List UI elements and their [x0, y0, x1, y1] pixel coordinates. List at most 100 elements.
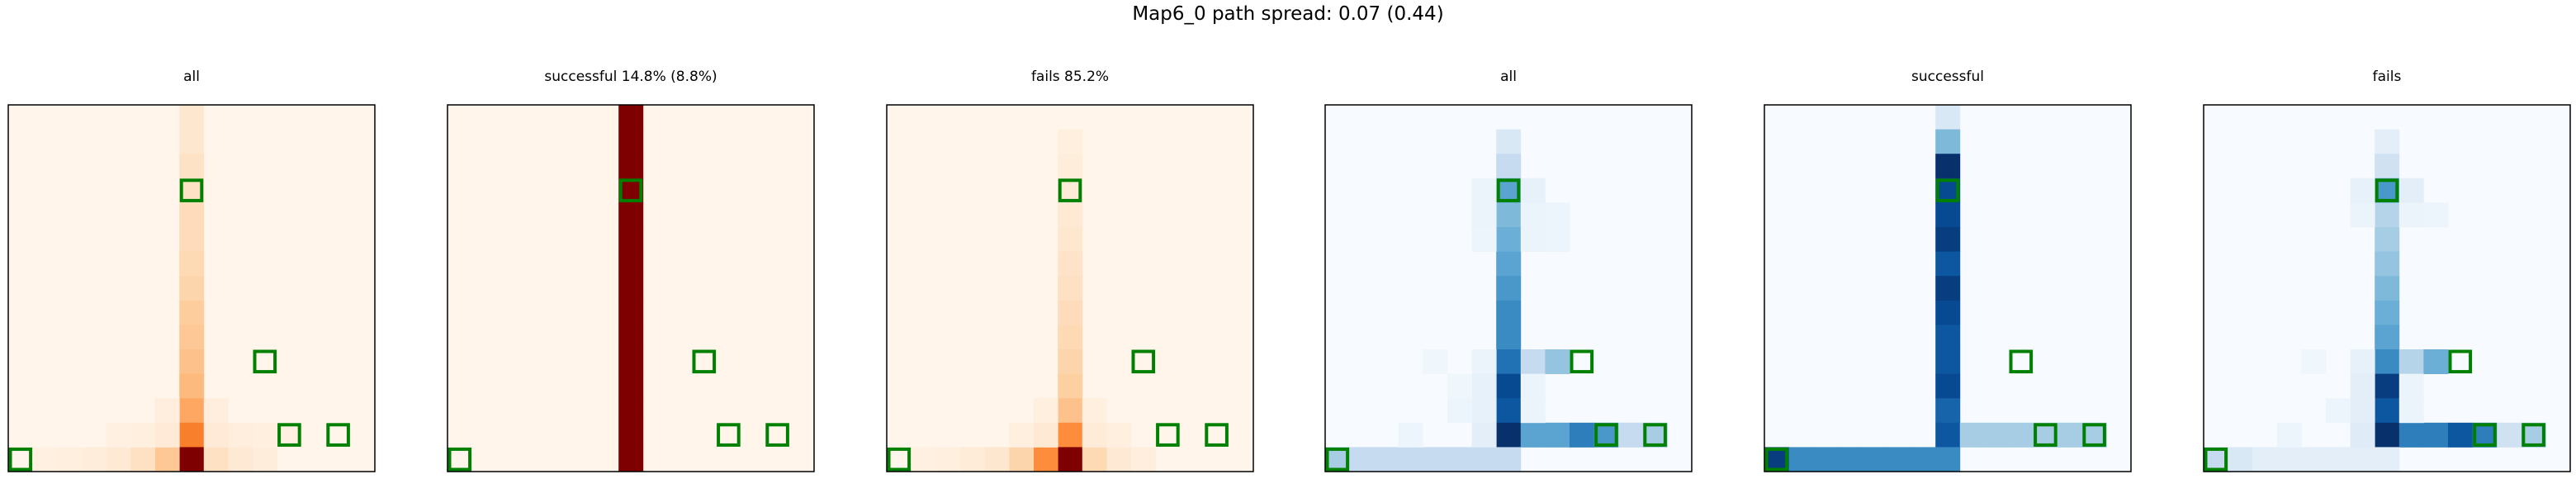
- heatmap-cell: [2398, 398, 2424, 424]
- heatmap-cell: [2375, 276, 2400, 301]
- heatmap-cell: [618, 398, 644, 424]
- heatmap-cell: [203, 447, 229, 472]
- heatmap-cell: [1935, 129, 1961, 154]
- heatmap-cell: [984, 447, 1010, 472]
- heatmap-cell: [32, 447, 58, 472]
- goal-marker: [1131, 349, 1156, 374]
- panel-title: fails: [2373, 69, 2402, 85]
- heatmap-cell: [1058, 373, 1083, 399]
- goal-marker: [717, 423, 741, 447]
- heatmap-cell: [1471, 373, 1497, 399]
- heatmap-cell: [179, 325, 205, 350]
- heatmap-cell: [1935, 105, 1961, 130]
- goal-marker: [618, 178, 643, 202]
- goal-marker: [2448, 349, 2473, 374]
- heatmap-cell: [1618, 422, 1644, 448]
- heatmap-cell: [179, 178, 205, 203]
- heatmap-cell: [154, 447, 180, 472]
- heatmap-cell: [618, 325, 644, 350]
- heatmap-cell: [1545, 349, 1570, 374]
- heatmap-cell: [1862, 447, 1887, 472]
- heatmap-cell: [1058, 154, 1083, 179]
- heatmap-cell: [618, 251, 644, 277]
- heatmap-cell: [2375, 373, 2400, 399]
- heatmap-cell: [2375, 154, 2400, 179]
- heatmap-panel: successful 14.8% (8.8%): [447, 69, 815, 472]
- heatmap-cell: [618, 276, 644, 301]
- heatmap-cell: [1058, 227, 1083, 252]
- goal-marker: [8, 447, 33, 472]
- heatmap-cell: [1471, 349, 1497, 374]
- heatmap-cell: [2398, 202, 2424, 228]
- heatmap-cell: [2375, 202, 2400, 228]
- heatmap-cell: [1058, 349, 1083, 374]
- heatmap-cell: [1935, 202, 1961, 228]
- heatmap-cell: [179, 398, 205, 424]
- heatmap-cell: [2375, 325, 2400, 350]
- heatmap-cell: [618, 105, 644, 130]
- goal-marker: [692, 349, 717, 374]
- heatmap-cell: [179, 349, 205, 374]
- heatmap-cell: [2423, 349, 2449, 374]
- heatmap-cell: [2350, 398, 2375, 424]
- heatmap-cell: [1545, 227, 1570, 252]
- heatmap-cell: [935, 447, 961, 472]
- heatmap-cell: [618, 129, 644, 154]
- heatmap-cell: [1058, 129, 1083, 154]
- heatmap-cell: [1009, 447, 1034, 472]
- heatmap-cell: [1471, 422, 1497, 448]
- goal-marker: [765, 423, 789, 447]
- heatmap-cell: [1058, 422, 1083, 448]
- panel-frame: [886, 104, 1254, 472]
- heatmap-cell: [1496, 349, 1522, 374]
- heatmap-cell: [1984, 422, 2010, 448]
- heatmap-cell: [1911, 447, 1936, 472]
- heatmap-cell: [2375, 251, 2400, 277]
- heatmap-cell: [179, 276, 205, 301]
- heatmap-cell: [1471, 178, 1497, 203]
- heatmap-cell: [1935, 398, 1961, 424]
- heatmap-cell: [1520, 349, 1546, 374]
- heatmap-cell: [1374, 447, 1399, 472]
- heatmap-cell: [1058, 251, 1083, 277]
- heatmap-cell: [1496, 422, 1522, 448]
- panel-title: all: [183, 69, 200, 85]
- heatmap-cell: [1398, 422, 1423, 448]
- heatmap-cell: [2375, 227, 2400, 252]
- heatmap-cell: [1935, 276, 1961, 301]
- heatmap-cell: [179, 154, 205, 179]
- heatmap-cell: [1033, 422, 1058, 448]
- heatmap-cell: [2009, 422, 2034, 448]
- goal-marker: [2009, 349, 2034, 374]
- heatmap-cell: [130, 447, 155, 472]
- heatmap-cell: [2375, 422, 2400, 448]
- panel-frame: [7, 104, 376, 472]
- heatmap-cell: [2398, 373, 2424, 399]
- heatmap-cell: [1033, 447, 1058, 472]
- heatmap-cell: [2350, 373, 2375, 399]
- heatmap-cell: [2301, 447, 2327, 472]
- heatmap-cell: [1058, 276, 1083, 301]
- goal-marker: [447, 447, 472, 472]
- goal-marker: [1205, 423, 1229, 447]
- heatmap-cell: [253, 422, 277, 448]
- goal-marker: [1058, 178, 1082, 202]
- heatmap-cell: [2497, 422, 2522, 448]
- heatmap-cell: [1058, 398, 1083, 424]
- heatmap-cell: [1935, 300, 1961, 325]
- heatmap-cell: [2375, 129, 2400, 154]
- heatmap-cell: [2276, 447, 2302, 472]
- heatmap-cell: [2375, 300, 2400, 325]
- heatmap-cell: [1496, 300, 1522, 325]
- heatmap-cell: [2326, 447, 2351, 472]
- heatmap-cell: [1935, 325, 1961, 350]
- heatmap-cell: [179, 422, 205, 448]
- heatmap-cell: [2375, 178, 2400, 203]
- panel-title: fails 85.2%: [1031, 69, 1109, 85]
- heatmap-cell: [1471, 398, 1497, 424]
- heatmap-cell: [2521, 422, 2546, 448]
- panel-frame: [447, 104, 815, 472]
- heatmap-cell: [1935, 251, 1961, 277]
- heatmap-cell: [1496, 227, 1522, 252]
- heatmap-cell: [1496, 398, 1522, 424]
